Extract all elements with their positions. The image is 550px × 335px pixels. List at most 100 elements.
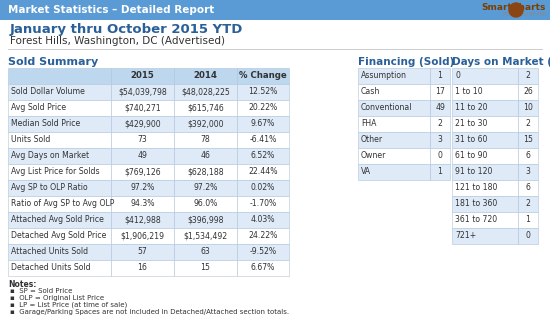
Text: 0: 0 — [438, 151, 442, 160]
Bar — [8, 180, 111, 196]
Bar — [174, 148, 237, 164]
Bar — [452, 212, 518, 228]
Text: Attached Avg Sold Price: Attached Avg Sold Price — [11, 215, 104, 224]
Text: Forest Hills, Washington, DC (Advertised): Forest Hills, Washington, DC (Advertised… — [10, 36, 225, 46]
Text: Attached Units Sold: Attached Units Sold — [11, 248, 88, 257]
Text: Sold Dollar Volume: Sold Dollar Volume — [11, 87, 85, 96]
Bar — [174, 116, 237, 132]
Bar — [430, 68, 450, 84]
Text: $54,039,798: $54,039,798 — [118, 87, 167, 96]
Bar — [518, 180, 538, 196]
Text: Conventional: Conventional — [361, 104, 412, 113]
Bar — [518, 132, 538, 148]
Text: SmartCharts: SmartCharts — [482, 3, 546, 12]
Bar — [111, 260, 174, 276]
Text: $429,900: $429,900 — [124, 120, 161, 129]
Text: 20.22%: 20.22% — [249, 104, 278, 113]
Text: Cash: Cash — [361, 87, 381, 96]
Bar — [430, 132, 450, 148]
Text: ▪  Garage/Parking Spaces are not included in Detached/Attached section totals.: ▪ Garage/Parking Spaces are not included… — [10, 309, 289, 315]
Bar — [358, 164, 430, 180]
Bar — [8, 100, 111, 116]
Bar — [111, 228, 174, 244]
Bar — [111, 196, 174, 212]
Text: Sold Summary: Sold Summary — [8, 57, 98, 67]
Text: 4.03%: 4.03% — [251, 215, 275, 224]
Bar — [452, 116, 518, 132]
Bar — [430, 116, 450, 132]
Text: 73: 73 — [138, 135, 147, 144]
Text: ▪  LP = List Price (at time of sale): ▪ LP = List Price (at time of sale) — [10, 302, 127, 309]
Text: 46: 46 — [201, 151, 211, 160]
Text: FHA: FHA — [361, 120, 376, 129]
Text: 121 to 180: 121 to 180 — [455, 184, 497, 193]
Text: 2: 2 — [438, 120, 442, 129]
Circle shape — [509, 3, 523, 17]
Text: -1.70%: -1.70% — [249, 200, 277, 208]
Text: 15: 15 — [201, 264, 211, 272]
Text: Detached Units Sold: Detached Units Sold — [11, 264, 91, 272]
Bar — [452, 100, 518, 116]
Bar — [174, 100, 237, 116]
Text: $1,534,492: $1,534,492 — [184, 231, 228, 241]
Text: 1: 1 — [437, 168, 443, 177]
Bar — [518, 212, 538, 228]
Bar — [111, 116, 174, 132]
Text: 0.02%: 0.02% — [251, 184, 275, 193]
Text: ▪  SP = Sold Price: ▪ SP = Sold Price — [10, 288, 73, 294]
Text: 91 to 120: 91 to 120 — [455, 168, 492, 177]
Bar — [237, 116, 289, 132]
Bar — [0, 0, 550, 20]
Bar — [237, 228, 289, 244]
Text: 2: 2 — [526, 120, 530, 129]
Text: ▪  OLP = Original List Price: ▪ OLP = Original List Price — [10, 295, 104, 301]
Text: $1,906,219: $1,906,219 — [120, 231, 164, 241]
Bar — [8, 196, 111, 212]
Bar — [358, 116, 430, 132]
Text: 6.52%: 6.52% — [251, 151, 275, 160]
Bar — [237, 244, 289, 260]
Bar — [174, 84, 237, 100]
Text: 9.67%: 9.67% — [251, 120, 275, 129]
Text: 97.2%: 97.2% — [130, 184, 155, 193]
Bar — [518, 196, 538, 212]
Bar — [174, 212, 237, 228]
Text: -9.52%: -9.52% — [250, 248, 277, 257]
Bar — [8, 244, 111, 260]
Bar — [111, 244, 174, 260]
Text: 10: 10 — [523, 104, 533, 113]
Text: Units Sold: Units Sold — [11, 135, 51, 144]
Bar — [430, 100, 450, 116]
Text: 31 to 60: 31 to 60 — [455, 135, 487, 144]
Bar — [8, 84, 111, 100]
Bar — [8, 164, 111, 180]
Text: 2015: 2015 — [131, 71, 155, 80]
Text: 97.2%: 97.2% — [193, 184, 218, 193]
Bar — [174, 196, 237, 212]
Text: 21 to 30: 21 to 30 — [455, 120, 487, 129]
Text: Notes:: Notes: — [8, 280, 36, 289]
Bar — [518, 84, 538, 100]
Bar — [111, 148, 174, 164]
Text: 1: 1 — [437, 71, 443, 80]
Text: VA: VA — [361, 168, 371, 177]
Bar — [174, 260, 237, 276]
Bar — [237, 132, 289, 148]
Bar — [452, 196, 518, 212]
Text: 3: 3 — [438, 135, 442, 144]
Text: 181 to 360: 181 to 360 — [455, 200, 497, 208]
Bar — [518, 148, 538, 164]
Bar — [430, 84, 450, 100]
Text: $392,000: $392,000 — [187, 120, 224, 129]
Text: Detached Avg Sold Price: Detached Avg Sold Price — [11, 231, 106, 241]
Bar — [174, 132, 237, 148]
Text: Avg SP to OLP Ratio: Avg SP to OLP Ratio — [11, 184, 87, 193]
Bar — [452, 68, 518, 84]
Text: $769,126: $769,126 — [124, 168, 161, 177]
Bar — [111, 84, 174, 100]
Bar — [174, 180, 237, 196]
Text: 61 to 90: 61 to 90 — [455, 151, 487, 160]
Bar — [174, 68, 237, 84]
Bar — [518, 228, 538, 244]
Bar — [358, 84, 430, 100]
